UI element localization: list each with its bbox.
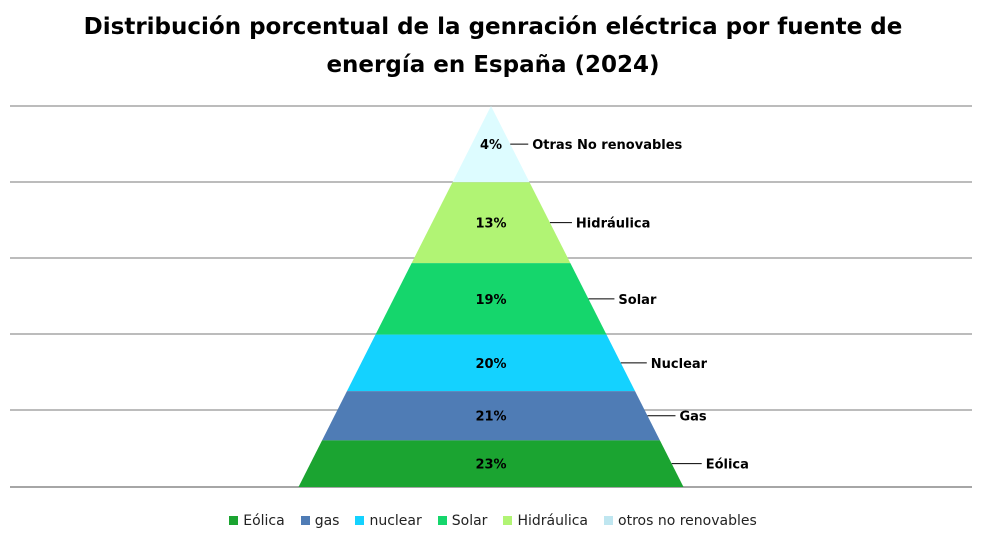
chart-title-line-2: energía en España (2024) xyxy=(326,52,660,78)
category-label: Otras No renovables xyxy=(532,138,682,153)
data-label: 20% xyxy=(475,357,506,372)
data-label: 13% xyxy=(475,217,506,232)
legend-label: Hidráulica xyxy=(517,513,589,529)
legend-item: nuclear xyxy=(355,513,422,529)
chart-title: Distribución porcentual de la genración … xyxy=(0,8,986,84)
chart-title-line-1: Distribución porcentual de la genración … xyxy=(83,14,903,40)
legend-swatch xyxy=(355,516,365,525)
legend-swatch xyxy=(300,516,310,525)
legend-label: nuclear xyxy=(369,513,422,529)
category-label: Hidráulica xyxy=(576,217,650,232)
legend-label: Eólica xyxy=(243,513,285,529)
data-label: 19% xyxy=(475,293,506,308)
pyramid-segment-solar xyxy=(375,263,607,335)
legend-item: gas xyxy=(300,513,340,529)
legend-item: Hidráulica xyxy=(503,513,588,529)
data-label: 23% xyxy=(475,458,506,473)
legend-label: gas xyxy=(314,513,340,529)
pyramid-segment-gas xyxy=(322,391,660,441)
pyramid-segment-eólica xyxy=(298,440,684,487)
legend-swatch xyxy=(229,516,239,525)
data-label: 21% xyxy=(475,410,506,425)
category-label: Nuclear xyxy=(651,357,708,372)
category-label: Eólica xyxy=(706,458,749,473)
chart-legend: Eólica gas nuclear Solar Hidráulica otros no … xyxy=(0,513,986,529)
legend-swatch xyxy=(604,516,614,525)
pyramid-segment-otras-no-renovables xyxy=(452,106,530,183)
category-label: Gas xyxy=(679,410,706,425)
legend-label: Solar xyxy=(451,513,488,529)
data-label: 4% xyxy=(480,138,502,153)
legend-item: Eólica xyxy=(229,513,285,529)
legend-swatch xyxy=(437,516,447,525)
pyramid-segment-nuclear xyxy=(346,334,636,392)
legend-swatch xyxy=(503,516,513,525)
legend-item: otros no renovables xyxy=(604,513,757,529)
legend-item: Solar xyxy=(437,513,488,529)
legend-label: otros no renovables xyxy=(618,513,757,529)
pyramid-segment-hidráulica xyxy=(411,182,571,264)
category-label: Solar xyxy=(618,293,657,308)
